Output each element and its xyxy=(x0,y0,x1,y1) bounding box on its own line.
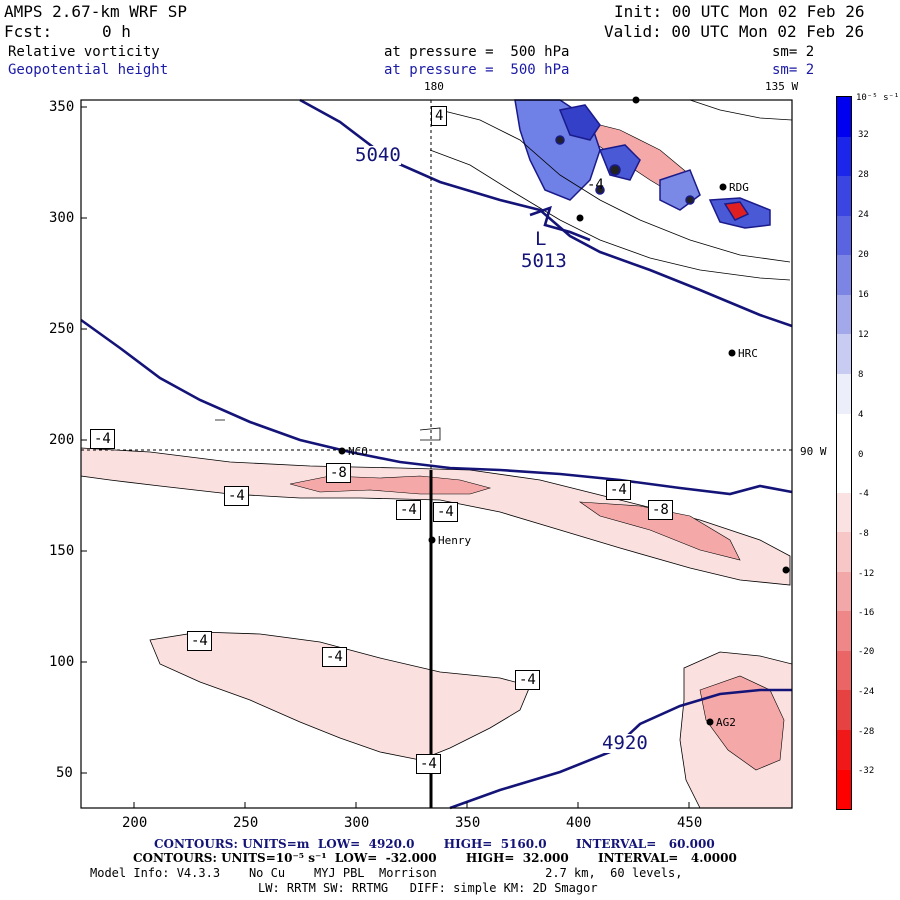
station-dot-henry xyxy=(428,536,436,544)
field1-smoothing: sm= 2 xyxy=(772,44,815,60)
height-label: 5040 xyxy=(355,144,401,166)
field1-name: Relative vorticity xyxy=(8,44,160,60)
y-tick: 150 xyxy=(49,543,75,559)
low-pressure-marker: L xyxy=(535,228,547,250)
valid-time: Valid: 00 UTC Mon 02 Feb 26 xyxy=(604,22,865,41)
station-label-rdg: RDG xyxy=(729,181,749,194)
y-tick: 200 xyxy=(49,432,75,448)
colorbar-label: -28 xyxy=(858,727,875,737)
station-label-ag2: AG2 xyxy=(716,716,736,729)
vorticity-label: -4 xyxy=(416,754,441,774)
forecast-label: Fcst: xyxy=(4,22,53,41)
colorbar-label: 16 xyxy=(858,290,869,300)
colorbar-label: 24 xyxy=(858,210,869,220)
vorticity-label: -4 xyxy=(396,500,421,520)
colorbar-label: 8 xyxy=(858,370,864,380)
x-tick: 250 xyxy=(233,815,259,831)
colorbar-label: -16 xyxy=(858,608,875,618)
station-dot-rdg xyxy=(719,183,727,191)
positive-vorticity-cluster xyxy=(514,99,771,229)
height-label: 5013 xyxy=(521,250,567,272)
y-tick: 100 xyxy=(49,654,75,670)
height-label: 4920 xyxy=(602,732,648,754)
field1-level: at pressure = 500 hPa xyxy=(384,44,570,60)
x-tick: 300 xyxy=(344,815,370,831)
colorbar-label: 4 xyxy=(858,410,864,420)
field2-name: Geopotential height xyxy=(8,62,169,78)
colorbar-label: -4 xyxy=(858,489,869,499)
colorbar-label: 12 xyxy=(858,330,869,340)
init-time: Init: 00 UTC Mon 02 Feb 26 xyxy=(614,2,865,21)
y-tick: 250 xyxy=(49,321,75,337)
station-label-hrc: HRC xyxy=(738,347,758,360)
footer-physics: LW: RRTM SW: RRTMG DIFF: simple KM: 2D S… xyxy=(258,881,598,895)
y-tick: 50 xyxy=(56,765,73,781)
colorbar-label: 20 xyxy=(858,250,869,260)
colorbar-label: 0 xyxy=(858,450,864,460)
vorticity-label: -4 xyxy=(187,631,212,651)
y-tick: 350 xyxy=(49,99,75,115)
colorbar-label: -8 xyxy=(858,529,869,539)
x-tick: 450 xyxy=(677,815,703,831)
field2-level: at pressure = 500 hPa xyxy=(384,62,570,78)
colorbar-label: 28 xyxy=(858,170,869,180)
vorticity-label: -4 xyxy=(433,502,458,522)
colorbar-label: 32 xyxy=(858,130,869,140)
vorticity-contours xyxy=(215,99,793,441)
cross-section-lines xyxy=(81,100,792,808)
station-dot-nco xyxy=(338,447,346,455)
footer-model-info: Model Info: V4.3.3 No Cu MYJ PBL Morriso… xyxy=(90,866,683,880)
x-tick: 400 xyxy=(566,815,592,831)
vorticity-label: -4 xyxy=(322,647,347,667)
vorticity-label: -4 xyxy=(587,177,604,193)
station-dot-cluster xyxy=(576,214,584,222)
field2-smoothing: sm= 2 xyxy=(772,62,815,78)
colorbar-unit: 10⁻⁵ s⁻¹ xyxy=(856,93,900,103)
meridian-label-180: 180 xyxy=(424,80,444,93)
vorticity-label: -4 xyxy=(224,486,249,506)
colorbar-label: -24 xyxy=(858,687,875,697)
vorticity-label: 4 xyxy=(431,106,448,126)
vorticity-label: -8 xyxy=(326,463,351,483)
colorbar xyxy=(836,96,852,810)
vorticity-label: -8 xyxy=(648,500,673,520)
station-label-henry: Henry xyxy=(438,534,472,547)
colorbar-label: -12 xyxy=(858,569,875,579)
station-dot-hrc xyxy=(728,349,736,357)
station-dot-ag2 xyxy=(706,718,714,726)
colorbar-label: -32 xyxy=(858,766,875,776)
meridian-label-90w: 90 W xyxy=(800,445,827,458)
x-tick: 350 xyxy=(455,815,481,831)
footer-vorticity-contours: CONTOURS: UNITS=10⁻⁵ s⁻¹ LOW= -32.000 HI… xyxy=(133,851,737,865)
meridian-label-135w: 135 W xyxy=(765,80,799,93)
station-label-nco: NCO xyxy=(348,445,368,458)
y-tick: 300 xyxy=(49,210,75,226)
x-tick: 200 xyxy=(122,815,148,831)
colorbar-label: -20 xyxy=(858,647,875,657)
plot-frame xyxy=(80,99,793,809)
station-dot-unnamed xyxy=(782,566,790,574)
station-markers xyxy=(338,96,790,726)
vorticity-label: -4 xyxy=(90,429,115,449)
axis-ticks xyxy=(81,106,690,808)
vorticity-label: -4 xyxy=(606,480,631,500)
model-title: AMPS 2.67-km WRF SP xyxy=(4,2,188,21)
forecast-hour: 0 h xyxy=(102,22,131,41)
vorticity-label: -4 xyxy=(515,670,540,690)
footer-height-contours: CONTOURS: UNITS=m LOW= 4920.0 HIGH= 5160… xyxy=(154,837,715,851)
